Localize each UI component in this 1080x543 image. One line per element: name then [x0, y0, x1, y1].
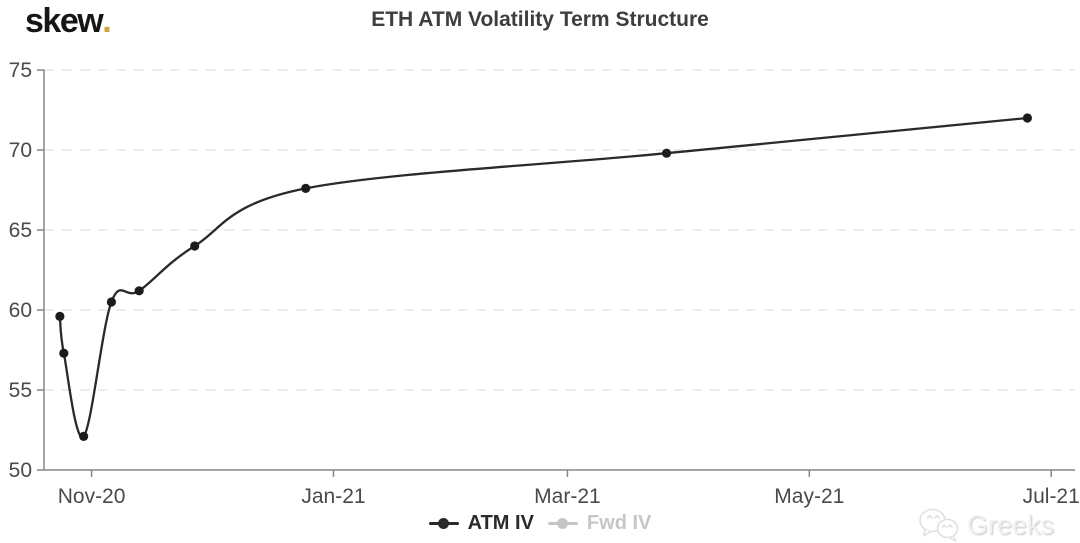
x-tick-label: Mar-21	[534, 485, 601, 508]
skew-logo: skew.	[25, 2, 112, 40]
fwd-iv-marker-icon	[547, 517, 578, 530]
data-point	[1022, 113, 1033, 123]
data-point	[661, 148, 672, 158]
skew-logo-dot: .	[102, 2, 112, 40]
data-point	[190, 241, 200, 251]
x-tick-label: Jan-21	[301, 485, 365, 508]
data-point	[134, 286, 144, 296]
atm-iv-line	[58, 116, 1029, 438]
chart-legend: ATM IV Fwd IV	[0, 512, 1080, 535]
legend-label-fwd-iv: Fwd IV	[586, 512, 652, 534]
y-tick-label: 50	[9, 459, 32, 482]
x-tick-label: Jul-21	[1023, 485, 1080, 508]
data-point	[79, 431, 89, 441]
y-tick-label: 75	[9, 59, 32, 82]
y-tick-label: 60	[9, 299, 32, 322]
data-point	[55, 311, 65, 321]
legend-item-atm-iv[interactable]: ATM IV	[428, 512, 534, 535]
legend-label-atm-iv: ATM IV	[467, 512, 534, 534]
wechat-watermark: Greeks	[918, 508, 1054, 542]
chart-title: ETH ATM Volatility Term Structure	[371, 8, 709, 31]
x-tick-label: May-21	[774, 485, 844, 508]
watermark-text: Greeks	[966, 509, 1054, 540]
wechat-icon	[919, 508, 959, 542]
x-tick-label: Nov-20	[58, 485, 126, 508]
skew-logo-text: skew	[25, 2, 104, 40]
data-point	[301, 183, 311, 193]
y-tick-label: 55	[9, 379, 32, 402]
y-tick-label: 70	[9, 139, 32, 162]
data-point	[59, 348, 69, 358]
data-point	[106, 297, 117, 307]
legend-item-fwd-iv[interactable]: Fwd IV	[547, 512, 652, 535]
atm-iv-marker-icon	[428, 517, 459, 530]
y-tick-label: 65	[9, 219, 32, 242]
